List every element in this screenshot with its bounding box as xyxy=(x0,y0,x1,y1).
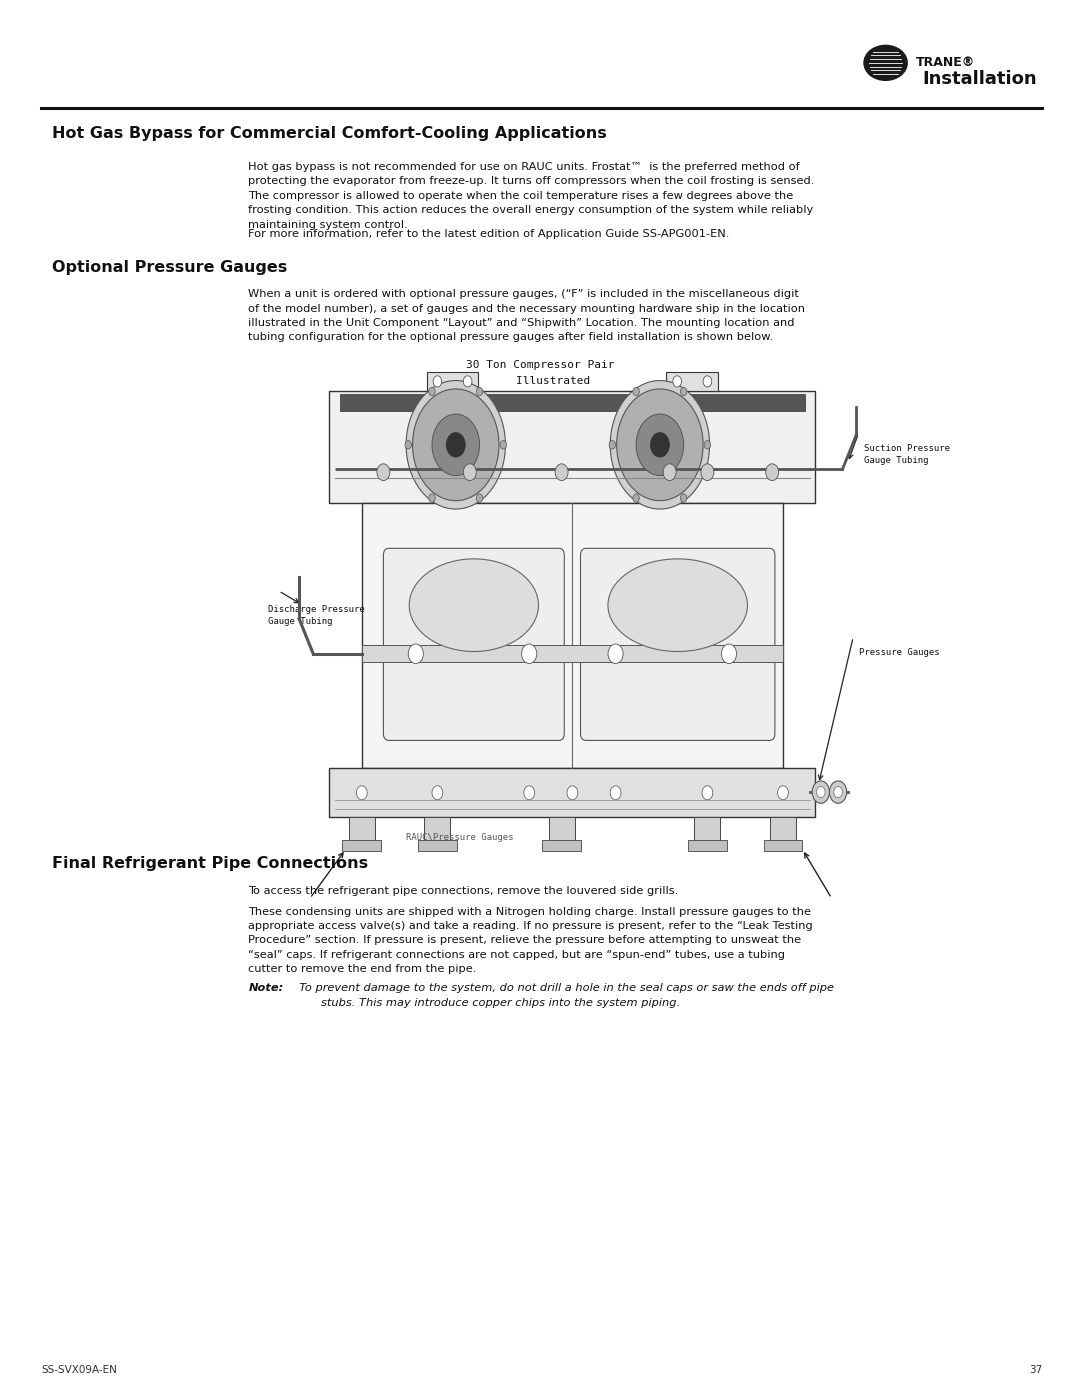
Circle shape xyxy=(680,387,687,395)
Circle shape xyxy=(463,464,476,481)
Circle shape xyxy=(476,387,483,395)
Circle shape xyxy=(778,785,788,799)
Circle shape xyxy=(633,387,639,395)
Circle shape xyxy=(432,785,443,799)
Circle shape xyxy=(633,495,639,503)
Circle shape xyxy=(555,464,568,481)
Bar xyxy=(542,840,581,851)
Circle shape xyxy=(766,464,779,481)
Circle shape xyxy=(636,414,684,475)
Circle shape xyxy=(609,440,616,448)
Circle shape xyxy=(702,785,713,799)
Circle shape xyxy=(476,495,483,503)
Circle shape xyxy=(429,495,435,503)
Circle shape xyxy=(463,376,472,387)
Circle shape xyxy=(408,644,423,664)
Text: To prevent damage to the system, do not drill a hole in the seal caps or saw the: To prevent damage to the system, do not … xyxy=(292,983,834,1007)
Circle shape xyxy=(610,785,621,799)
Circle shape xyxy=(721,644,737,664)
Bar xyxy=(427,372,478,391)
Circle shape xyxy=(413,388,499,500)
Circle shape xyxy=(703,376,712,387)
Bar xyxy=(362,645,783,662)
Circle shape xyxy=(522,644,537,664)
Text: For more information, refer to the latest edition of Application Guide SS-APG001: For more information, refer to the lates… xyxy=(248,229,730,239)
Text: These condensing units are shipped with a Nitrogen holding charge. Install press: These condensing units are shipped with … xyxy=(248,907,813,974)
Circle shape xyxy=(816,787,825,798)
Text: Hot Gas Bypass for Commercial Comfort-Cooling Applications: Hot Gas Bypass for Commercial Comfort-Co… xyxy=(52,126,607,141)
Circle shape xyxy=(617,388,703,500)
Bar xyxy=(342,840,381,851)
Bar xyxy=(666,372,718,391)
Circle shape xyxy=(405,440,411,448)
Circle shape xyxy=(429,387,435,395)
Text: TRANE®: TRANE® xyxy=(916,56,975,70)
Text: Suction Pressure
Gauge Tubing: Suction Pressure Gauge Tubing xyxy=(864,444,950,465)
Bar xyxy=(688,840,727,851)
Text: To access the refrigerant pipe connections, remove the louvered side grills.: To access the refrigerant pipe connectio… xyxy=(248,886,678,895)
Bar xyxy=(764,840,802,851)
Text: 30 Ton Compressor Pair: 30 Ton Compressor Pair xyxy=(465,360,615,370)
Text: Pressure Gauges: Pressure Gauges xyxy=(859,648,940,657)
Circle shape xyxy=(812,781,829,803)
Circle shape xyxy=(608,644,623,664)
Circle shape xyxy=(446,433,465,457)
Circle shape xyxy=(673,376,681,387)
Circle shape xyxy=(701,464,714,481)
Text: Optional Pressure Gauges: Optional Pressure Gauges xyxy=(52,260,287,275)
Bar xyxy=(424,817,450,842)
Bar xyxy=(329,768,815,817)
Circle shape xyxy=(432,414,480,475)
Circle shape xyxy=(663,464,676,481)
Text: When a unit is ordered with optional pressure gauges, (“F” is included in the mi: When a unit is ordered with optional pre… xyxy=(248,289,806,342)
Text: Hot gas bypass is not recommended for use on RAUC units. Frostat™  is the prefer: Hot gas bypass is not recommended for us… xyxy=(248,162,814,229)
Circle shape xyxy=(650,433,670,457)
Circle shape xyxy=(356,785,367,799)
Bar xyxy=(549,817,575,842)
Circle shape xyxy=(406,380,505,509)
Bar xyxy=(694,817,720,842)
Text: Illustrated: Illustrated xyxy=(489,376,591,386)
Circle shape xyxy=(829,781,847,803)
Bar xyxy=(418,840,457,851)
Circle shape xyxy=(567,785,578,799)
Circle shape xyxy=(704,440,711,448)
Bar xyxy=(329,391,815,503)
Text: Discharge Pressure
Gauge Tubing: Discharge Pressure Gauge Tubing xyxy=(268,605,365,626)
Circle shape xyxy=(610,380,710,509)
Text: SS-SVX09A-EN: SS-SVX09A-EN xyxy=(41,1365,117,1375)
Bar xyxy=(362,503,783,768)
FancyBboxPatch shape xyxy=(581,549,775,740)
Ellipse shape xyxy=(409,559,539,651)
Circle shape xyxy=(834,787,842,798)
Ellipse shape xyxy=(864,45,907,81)
Text: Note:: Note: xyxy=(248,983,284,993)
Bar xyxy=(340,394,805,411)
Circle shape xyxy=(433,376,442,387)
Bar xyxy=(770,817,796,842)
Bar xyxy=(349,817,375,842)
Ellipse shape xyxy=(608,559,747,651)
Text: Installation: Installation xyxy=(922,70,1037,88)
Circle shape xyxy=(500,440,507,448)
Circle shape xyxy=(524,785,535,799)
FancyBboxPatch shape xyxy=(383,549,565,740)
Circle shape xyxy=(680,495,687,503)
Text: Final Refrigerant Pipe Connections: Final Refrigerant Pipe Connections xyxy=(52,856,368,872)
Text: 37: 37 xyxy=(1029,1365,1042,1375)
Circle shape xyxy=(377,464,390,481)
Text: RAUC\Pressure Gauges: RAUC\Pressure Gauges xyxy=(406,833,514,841)
